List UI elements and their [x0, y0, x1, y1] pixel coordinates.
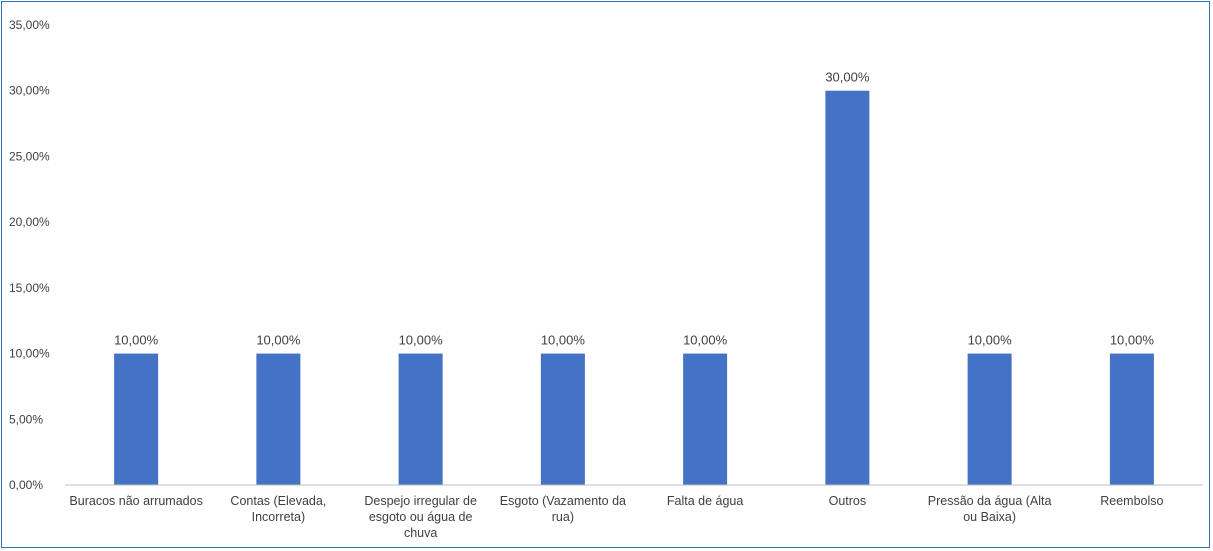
data-label: 10,00% [968, 333, 1013, 348]
category-label: Despejo irregular de [364, 494, 477, 508]
bar [825, 90, 870, 485]
category-label: Contas (Elevada, [230, 494, 326, 508]
category-label: Esgoto (Vazamento da [500, 494, 626, 508]
bar [683, 353, 728, 485]
y-tick-label: 20,00% [9, 215, 50, 229]
data-label: 10,00% [399, 333, 444, 348]
bars [114, 90, 1154, 485]
bar [398, 353, 443, 485]
category-label: Buracos não arrumados [69, 494, 202, 508]
data-label: 10,00% [1110, 333, 1155, 348]
bar [256, 353, 301, 485]
category-label: Pressão da água (Alta [928, 494, 1052, 508]
data-label: 10,00% [114, 333, 159, 348]
y-tick-label: 5,00% [9, 412, 43, 426]
data-label: 10,00% [256, 333, 301, 348]
data-labels: 10,00% 10,00% 10,00% 10,00% 10,00% 30,00% 10,0… [114, 70, 1154, 348]
data-label: 10,00% [541, 333, 586, 348]
y-tick-label: 30,00% [9, 84, 50, 98]
y-tick-label: 25,00% [9, 149, 50, 163]
bar [1109, 353, 1154, 485]
y-tick-label: 0,00% [9, 478, 43, 492]
bar [114, 353, 159, 485]
category-label: esgoto ou água de [369, 510, 473, 524]
bar [967, 353, 1012, 485]
y-tick-label: 15,00% [9, 281, 50, 295]
category-label: chuva [404, 526, 437, 540]
data-label: 30,00% [825, 70, 870, 85]
y-tick-label: 35,00% [9, 18, 50, 32]
category-label: Outros [829, 494, 867, 508]
data-label: 10,00% [683, 333, 728, 348]
category-label: rua) [552, 510, 574, 524]
y-tick-label: 10,00% [9, 347, 50, 361]
category-label: Falta de água [667, 494, 743, 508]
category-label: Incorreta) [252, 510, 306, 524]
bar [540, 353, 585, 485]
category-label: ou Baixa) [963, 510, 1016, 524]
category-label: Reembolso [1100, 494, 1163, 508]
y-axis-ticks: 0,00% 5,00% 10,00% 15,00% 20,00% 25,00% 30,00%… [9, 18, 50, 492]
category-labels: Buracos não arrumados Contas (Elevada, Inc… [69, 494, 1163, 540]
